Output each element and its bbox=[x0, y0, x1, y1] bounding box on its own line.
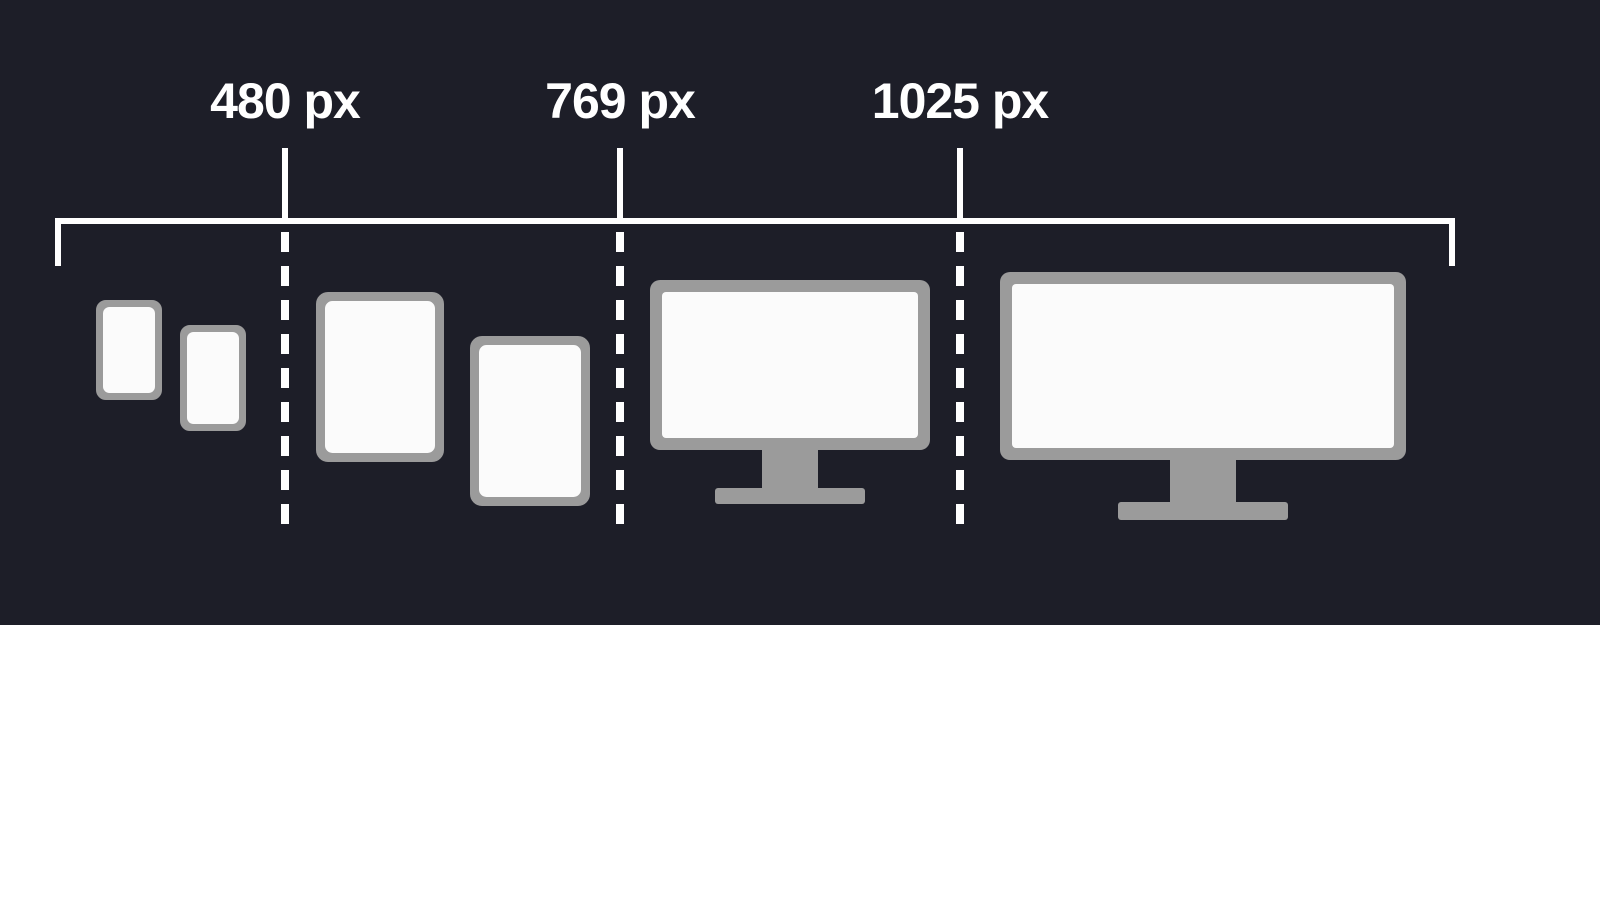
device-screen bbox=[187, 332, 239, 424]
monitor-neck bbox=[1170, 460, 1236, 502]
device-phone-small-icon bbox=[96, 300, 162, 400]
ruler-tick-0 bbox=[282, 148, 288, 224]
monitor-base bbox=[715, 488, 865, 504]
device-monitor-small-icon bbox=[650, 280, 930, 450]
breakpoint-label-1: 769 px bbox=[545, 72, 695, 130]
device-screen bbox=[325, 301, 435, 453]
ruler-dash-1 bbox=[616, 232, 624, 532]
monitor-neck bbox=[762, 450, 818, 488]
ruler-bar bbox=[55, 218, 1455, 224]
ruler-end-left bbox=[55, 218, 61, 266]
device-phone-large-icon bbox=[180, 325, 246, 431]
device-tablet-portrait-icon bbox=[470, 336, 590, 506]
breakpoint-label-2: 1025 px bbox=[872, 72, 1048, 130]
breakpoint-diagram-panel: 480 px 769 px 1025 px bbox=[0, 0, 1600, 625]
device-screen bbox=[662, 292, 918, 438]
ruler-dash-2 bbox=[956, 232, 964, 532]
device-monitor-large-icon bbox=[1000, 272, 1406, 460]
breakpoint-label-0: 480 px bbox=[210, 72, 360, 130]
device-tablet-landscape-icon bbox=[316, 292, 444, 462]
device-screen bbox=[479, 345, 581, 497]
ruler-dash-0 bbox=[281, 232, 289, 532]
device-screen bbox=[1012, 284, 1394, 448]
device-screen bbox=[103, 307, 155, 393]
ruler-end-right bbox=[1449, 218, 1455, 266]
monitor-base bbox=[1118, 502, 1288, 520]
ruler-tick-2 bbox=[957, 148, 963, 224]
ruler-tick-1 bbox=[617, 148, 623, 224]
